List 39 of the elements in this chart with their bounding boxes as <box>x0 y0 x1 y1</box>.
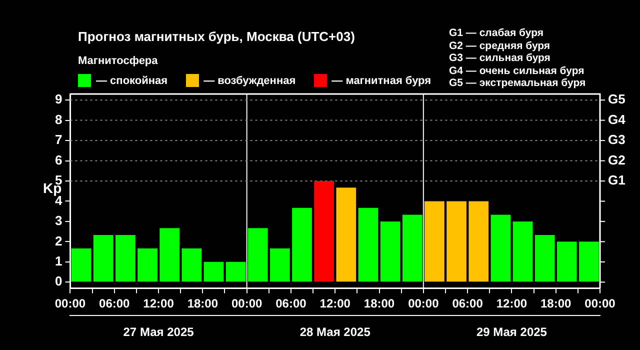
x2-tick-label: 28 Мая 2025 <box>300 325 371 340</box>
text: G1 — слабая буря <box>449 27 545 40</box>
y-tick-label: 0 <box>54 274 62 289</box>
text: G4 — очень сильная буря <box>449 64 586 78</box>
y-tick-label: 6 <box>54 152 62 168</box>
ref-line-label: G1 <box>608 172 626 188</box>
y-tick-label: 9 <box>54 92 62 107</box>
chart-title: Прогноз магнитных бурь, Москва (UTC+03) <box>78 29 355 44</box>
legend-label: — магнитная буря <box>332 74 432 86</box>
text: G2 — средняя буря <box>449 40 552 52</box>
x-tick-label: 00:00 <box>584 296 616 311</box>
x-tick-label: 12:00 <box>320 296 351 311</box>
y-tick-label: 8 <box>54 112 62 127</box>
x-tick-label: 00:00 <box>231 296 262 311</box>
ref-line-label: G4 <box>608 112 626 127</box>
text: G3 — сильная буря <box>449 52 552 65</box>
x2-tick-label: 27 Мая 2025 <box>123 325 194 340</box>
x-tick-label: 18:00 <box>187 296 218 311</box>
text: G5 — экстремальная буря <box>449 77 586 90</box>
x-tick-label: 06:00 <box>276 296 307 311</box>
legend-label: — спокойная <box>96 74 168 86</box>
y-tick-label: 2 <box>54 233 62 248</box>
ref-line-label: G3 <box>608 132 626 148</box>
y-tick-label: 1 <box>54 253 62 268</box>
x-tick-label: 12:00 <box>143 296 174 311</box>
legend-title: Магнитосфера <box>78 55 159 67</box>
x-tick-label: 06:00 <box>452 296 484 311</box>
ref-line-label: G2 <box>608 152 626 168</box>
x-tick-label: 00:00 <box>54 296 86 311</box>
x-tick-label: 18:00 <box>364 296 395 311</box>
x2-tick-label: 29 Мая 2025 <box>476 325 548 340</box>
x-tick-label: 06:00 <box>99 296 130 311</box>
ref-line-label: G5 <box>608 92 626 107</box>
x-tick-label: 18:00 <box>540 296 572 311</box>
legend-label: — возбужденная <box>204 74 296 86</box>
x-tick-label: 12:00 <box>496 296 528 311</box>
x-tick-label: 00:00 <box>408 296 440 311</box>
y-tick-label: 7 <box>54 132 62 148</box>
y-tick-label: 3 <box>54 213 62 228</box>
